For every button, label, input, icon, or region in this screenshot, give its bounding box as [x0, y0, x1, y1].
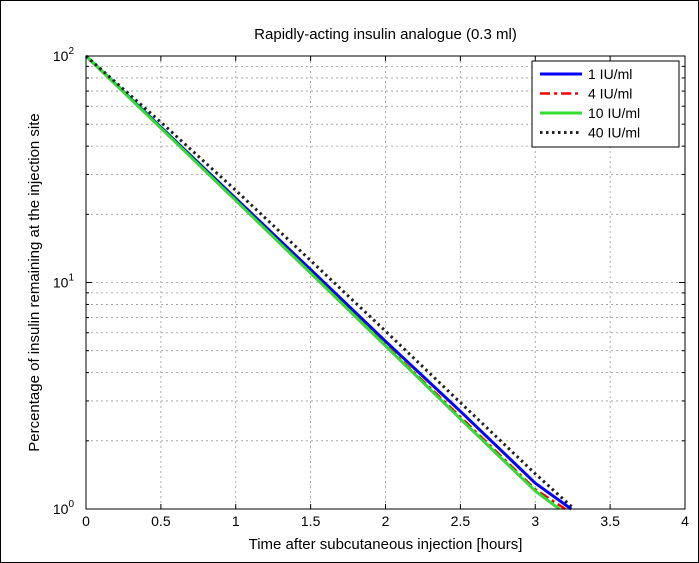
- series-line-4: [85, 54, 576, 511]
- series-line-3: [84, 54, 561, 511]
- legend-label-4: 40 IU/ml: [588, 125, 640, 141]
- series-layer: [84, 54, 576, 511]
- x-tick-label: 1.5: [301, 513, 321, 529]
- legend-label-2: 4 IU/ml: [588, 86, 632, 102]
- y-tick-label: 102: [53, 46, 75, 64]
- x-tick-label: 2.5: [451, 513, 471, 529]
- x-axis-label: Time after subcutaneous injection [hours…: [249, 536, 523, 553]
- x-tick-label: 3.5: [600, 513, 620, 529]
- x-tick-label: 0.5: [151, 513, 171, 529]
- legend-label-3: 10 IU/ml: [588, 105, 640, 121]
- x-tick-label: 1: [232, 513, 240, 529]
- x-tick-label: 4: [681, 513, 689, 529]
- legend-label-1: 1 IU/ml: [588, 66, 632, 82]
- axis-ticks: 0 0.5 1 1.5 2 2.5 3 3.5 4 100 101 102: [53, 46, 689, 529]
- x-tick-label: 0: [82, 513, 90, 529]
- x-tick-label: 3: [531, 513, 539, 529]
- legend: 1 IU/ml 4 IU/ml 10 IU/ml 40 IU/ml: [531, 60, 680, 148]
- y-tick-label: 100: [53, 499, 75, 517]
- chart-title: Rapidly-acting insulin analogue (0.3 ml): [254, 26, 517, 43]
- y-axis-label: Percentage of insulin remaining at the i…: [26, 113, 43, 452]
- y-tick-label: 101: [53, 273, 75, 291]
- x-tick-label: 2: [382, 513, 390, 529]
